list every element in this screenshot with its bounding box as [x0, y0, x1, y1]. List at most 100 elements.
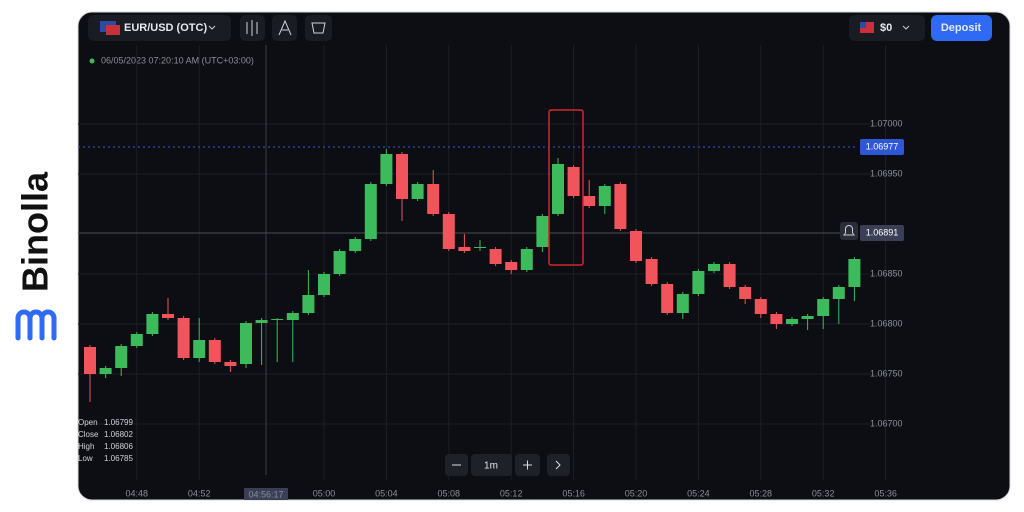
grid: [78, 45, 900, 480]
price-label: 1.06977: [866, 141, 899, 151]
timeframe[interactable]: 1m: [471, 454, 512, 476]
x-tick-label: 05:28: [750, 488, 773, 498]
brand-logo: [15, 309, 57, 341]
candle-body: [708, 264, 720, 271]
candle-body: [442, 214, 455, 249]
y-tick-label: 1.07000: [870, 118, 903, 128]
candle-body: [224, 362, 237, 366]
candle-body: [130, 334, 143, 346]
candle-body: [427, 184, 440, 214]
candle-body: [552, 164, 564, 214]
candle-body: [536, 216, 549, 247]
candle-body: [177, 318, 190, 358]
plot: [84, 149, 861, 402]
candle-body: [146, 314, 159, 334]
candle-body: [208, 340, 221, 362]
brand-name: Binolla: [15, 171, 56, 292]
x-tick-label: 05:36: [874, 488, 897, 498]
candle-body: [240, 323, 252, 364]
y-tick-label: 1.06700: [870, 418, 903, 428]
candle-body: [302, 295, 315, 313]
candle-body: [349, 239, 362, 251]
alert-icon: [843, 225, 855, 236]
candle-body: [848, 259, 861, 287]
ohlc-label: Low: [78, 454, 93, 463]
y-tick-label: 1.06800: [870, 318, 903, 328]
candle-body: [817, 299, 830, 316]
ohlc-value: 1.06802: [104, 430, 133, 439]
deposit-button[interactable]: Deposit: [931, 15, 992, 41]
candle-body: [333, 251, 346, 274]
candle-body: [271, 319, 284, 320]
ohlc-label: High: [78, 442, 94, 451]
candle-body: [645, 259, 658, 284]
ohlc-value: 1.06799: [104, 418, 133, 427]
candle-body: [754, 299, 767, 314]
candle-body: [318, 274, 330, 295]
balance-selector[interactable]: $0: [849, 15, 925, 41]
y-tick-label: 1.06850: [870, 268, 903, 278]
labels: 1.07000 1.06950 1.06850 1.06800 1.06750 1.067…: [78, 118, 904, 500]
candle-body: [162, 314, 174, 318]
x-tick-label: 05:20: [625, 488, 648, 498]
candle-body: [474, 247, 486, 248]
candle-body: [84, 347, 96, 374]
zoom-in[interactable]: [515, 454, 540, 476]
x-tick-label: 04:48: [126, 488, 149, 498]
zoom-out[interactable]: [445, 454, 468, 476]
candle-body: [723, 264, 736, 287]
candle-body: [458, 247, 471, 251]
candle-body: [832, 287, 845, 299]
ohlc-label: Close: [78, 430, 99, 439]
candle-body: [801, 316, 814, 319]
price-label-box: [860, 225, 904, 241]
x-tick-label: 05:12: [500, 488, 523, 498]
candle-body: [396, 154, 408, 199]
alert-button[interactable]: [840, 222, 858, 240]
candle-body: [286, 313, 299, 320]
candle-body: [505, 262, 518, 270]
x-tick-label: 05:32: [812, 488, 835, 498]
candle-body: [583, 196, 596, 206]
x-tick-label: 05:00: [313, 488, 336, 498]
timestamp: 06/05/2023 07:20:10 AM (UTC+03:00): [101, 55, 254, 65]
candle-body: [786, 319, 798, 324]
chart-panel: [77, 11, 1011, 501]
candle-body: [692, 271, 705, 294]
timeframe-label: 1m: [484, 461, 498, 472]
candle-body: [520, 249, 533, 270]
price-label: 1.06891: [866, 227, 899, 237]
ohlc-value: 1.06806: [104, 442, 133, 451]
ohlc-label: Open: [78, 418, 98, 427]
crosshair-time-box: [244, 488, 288, 500]
candle-body: [614, 184, 627, 229]
candle-body: [661, 284, 674, 313]
candle-body: [739, 287, 752, 299]
candle-body: [598, 186, 611, 206]
x-tick-label: 05:24: [687, 488, 710, 498]
candle-body: [193, 340, 206, 358]
toolbar-buttons[interactable]: [240, 15, 332, 41]
candle-body: [99, 368, 112, 374]
y-tick-label: 1.06750: [870, 368, 903, 378]
live-dot: [89, 58, 95, 64]
y-tick-label: 1.06950: [870, 168, 903, 178]
x-tick-label: 05:04: [375, 488, 398, 498]
candle-body: [380, 154, 393, 184]
highlight-box: [548, 109, 584, 266]
price-label-box: [860, 139, 904, 155]
balance: $0: [880, 22, 892, 34]
scroll-right[interactable]: [547, 454, 570, 476]
pair-name: EUR/USD (OTC): [124, 22, 207, 34]
pair-selector[interactable]: EUR/USD (OTC): [88, 15, 231, 41]
candle-body: [255, 320, 268, 323]
candle-body: [770, 314, 783, 324]
crosshair-time: 04:56:17: [248, 489, 283, 499]
x-tick-label: 05:08: [438, 488, 461, 498]
candle-body: [567, 167, 580, 196]
candle-body: [630, 231, 642, 261]
candle-body: [489, 249, 502, 264]
candle-body: [115, 346, 128, 368]
candle-body: [676, 294, 689, 313]
